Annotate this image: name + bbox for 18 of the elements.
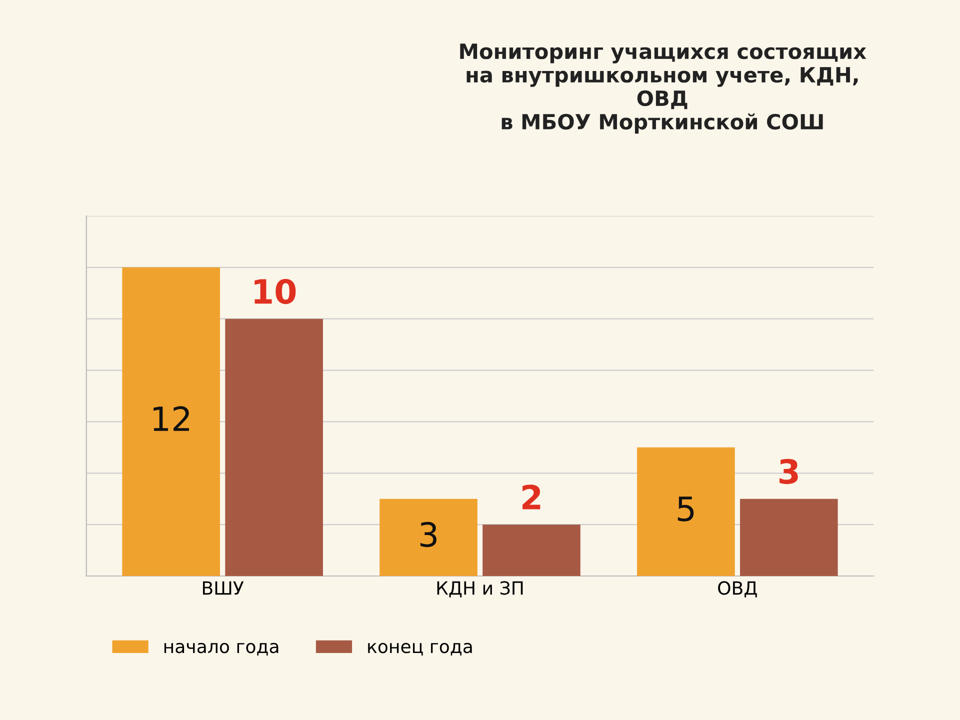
bar [380,498,478,576]
bar [482,524,580,576]
data-label: 5 [678,496,694,522]
legend-label: начало года [164,642,278,656]
data-label: 10 [254,278,296,304]
bar [225,318,323,576]
data-label: 2 [522,484,540,510]
x-tick-label: ОВД [718,581,757,598]
bar [122,267,220,576]
data-label: 12 [154,406,189,431]
bar [637,447,735,576]
legend-label: конец года [368,642,472,656]
data-label: 3 [420,522,436,548]
x-tick-label: ВШУ [203,581,244,595]
chart-title: Мониторинг учащихся состоящих на внутришкольном учете, КДН, ОВД в МБОУ Морткинской СОШ [460,44,866,134]
x-tick-label: КДН и ЗП [437,581,523,598]
bar [740,498,838,576]
data-label: 3 [780,458,798,484]
